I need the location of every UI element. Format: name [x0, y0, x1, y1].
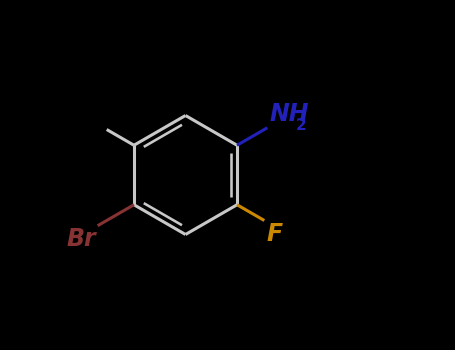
- Text: F: F: [266, 222, 282, 246]
- Text: Br: Br: [66, 228, 96, 252]
- Text: 2: 2: [295, 118, 306, 133]
- Text: NH: NH: [269, 102, 308, 126]
